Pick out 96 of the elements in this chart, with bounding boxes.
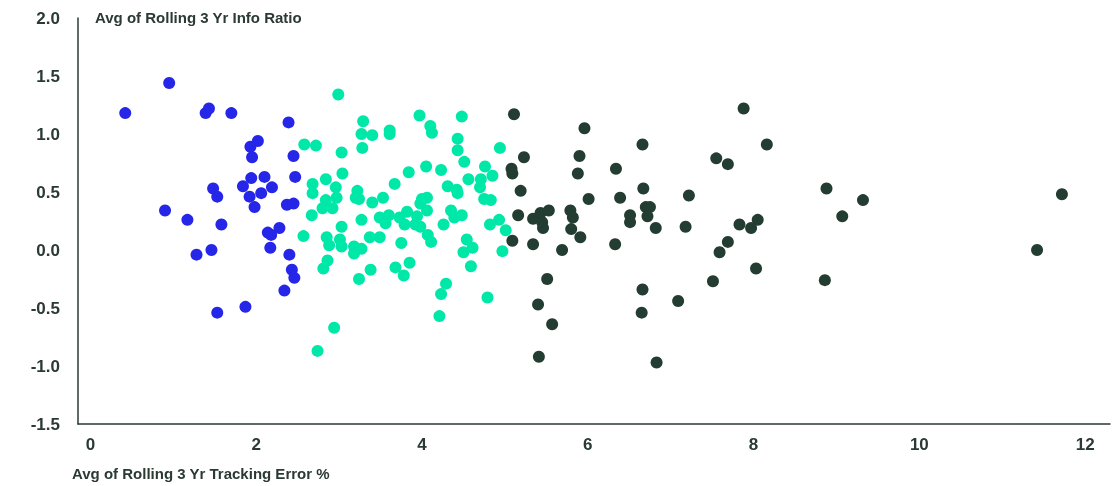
point	[578, 122, 591, 135]
point	[205, 244, 218, 256]
point	[258, 170, 271, 183]
point	[609, 162, 622, 175]
point	[566, 211, 579, 224]
point	[202, 102, 215, 115]
point	[532, 298, 545, 311]
x-tick-label: 12	[1075, 435, 1095, 454]
point	[527, 238, 540, 251]
y-tick-label: 2.0	[36, 8, 60, 28]
point	[190, 248, 203, 261]
point	[820, 182, 833, 195]
point	[532, 350, 545, 363]
point	[255, 187, 268, 200]
point	[236, 180, 249, 193]
point	[278, 284, 291, 297]
x-tick-label: 6	[583, 435, 593, 454]
y-tick-label: -0.5	[30, 298, 60, 318]
point	[225, 107, 238, 120]
point	[682, 189, 695, 202]
y-tick-label: 0.5	[36, 182, 60, 202]
point	[288, 271, 301, 284]
x-tick-label: 8	[748, 435, 759, 454]
point	[265, 181, 278, 194]
point	[514, 184, 527, 197]
point	[565, 223, 578, 236]
point	[119, 107, 132, 120]
point	[556, 244, 569, 256]
x-tick-label: 2	[251, 435, 261, 454]
point	[508, 108, 521, 121]
point	[713, 246, 726, 259]
y-axis-title: Avg of Rolling 3 Yr Info Ratio	[95, 9, 302, 26]
point	[679, 220, 692, 233]
point	[273, 221, 286, 234]
y-tick-label: -1.0	[30, 356, 60, 376]
point	[215, 218, 228, 231]
x-axis-title: Avg of Rolling 3 Yr Tracking Error %	[72, 465, 330, 482]
point	[737, 102, 750, 115]
point	[636, 138, 649, 151]
point	[614, 191, 627, 204]
point	[582, 192, 595, 205]
point	[857, 194, 869, 207]
point	[650, 356, 663, 369]
point	[635, 306, 648, 319]
point	[721, 235, 734, 248]
point	[573, 150, 586, 163]
point	[546, 318, 559, 331]
point	[181, 213, 194, 226]
point	[733, 218, 746, 231]
point	[706, 275, 719, 288]
point	[1031, 244, 1044, 256]
point	[609, 238, 622, 251]
point	[760, 138, 773, 151]
point	[721, 158, 734, 171]
point	[289, 170, 302, 183]
point	[506, 234, 519, 247]
point	[649, 221, 662, 234]
point	[239, 300, 252, 313]
x-tick-label: 4	[417, 435, 428, 454]
point	[246, 151, 259, 164]
point	[265, 228, 278, 241]
point	[542, 204, 555, 217]
point	[541, 273, 554, 285]
point	[245, 172, 258, 185]
point	[282, 116, 295, 129]
point	[636, 283, 649, 296]
point	[517, 151, 530, 164]
point	[637, 182, 650, 195]
point	[512, 209, 525, 222]
point	[751, 213, 764, 226]
point	[283, 248, 296, 261]
x-tick-label: 0	[85, 435, 96, 454]
point	[287, 150, 300, 163]
point	[244, 140, 257, 153]
y-tick-label: 1.0	[36, 124, 60, 144]
y-tick-label: 1.5	[36, 66, 60, 86]
point	[836, 210, 849, 223]
y-tick-label: 0.0	[36, 240, 60, 260]
point	[264, 241, 277, 254]
point	[248, 201, 261, 214]
x-tick-label: 10	[909, 435, 929, 454]
point	[159, 204, 172, 217]
point	[243, 190, 256, 203]
point	[163, 76, 176, 89]
point	[571, 167, 584, 180]
point	[211, 306, 224, 319]
point	[710, 152, 723, 165]
point	[211, 190, 224, 203]
point	[672, 295, 685, 308]
point	[1055, 188, 1068, 201]
point	[251, 134, 264, 147]
point	[818, 274, 831, 287]
point	[574, 231, 587, 244]
y-tick-label: -1.5	[30, 414, 60, 434]
point	[750, 262, 763, 275]
point	[745, 221, 758, 234]
